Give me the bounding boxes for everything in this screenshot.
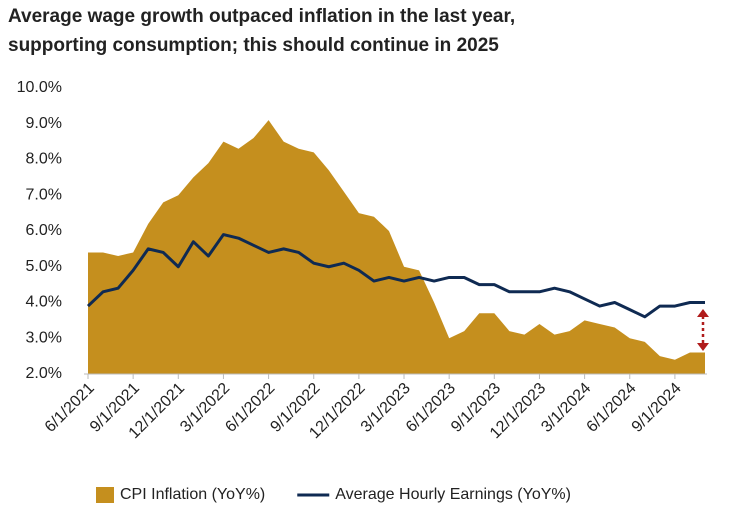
legend-label: CPI Inflation (YoY%) (120, 486, 265, 503)
chart-subtitle: supporting consumption; this should cont… (8, 35, 499, 56)
y-tick-label: 6.0% (26, 222, 62, 239)
chart-title: Average wage growth outpaced inflation i… (8, 6, 515, 27)
y-tick-label: 10.0% (17, 79, 62, 96)
y-tick-label: 5.0% (26, 258, 62, 275)
x-tick-label: 9/1/2024 (629, 380, 685, 436)
y-tick-label: 3.0% (26, 329, 62, 346)
y-tick-label: 7.0% (26, 186, 62, 203)
gap-arrow (697, 309, 709, 351)
line (86, 233, 705, 319)
y-tick-label: 9.0% (26, 115, 62, 132)
legend-label: Average Hourly Earnings (YoY%) (335, 486, 571, 503)
y-tick-label: 4.0% (26, 294, 62, 311)
legend-swatch (96, 487, 114, 503)
area (88, 120, 705, 374)
y-tick-label: 2.0% (26, 365, 62, 382)
y-tick-label: 8.0% (26, 151, 62, 168)
